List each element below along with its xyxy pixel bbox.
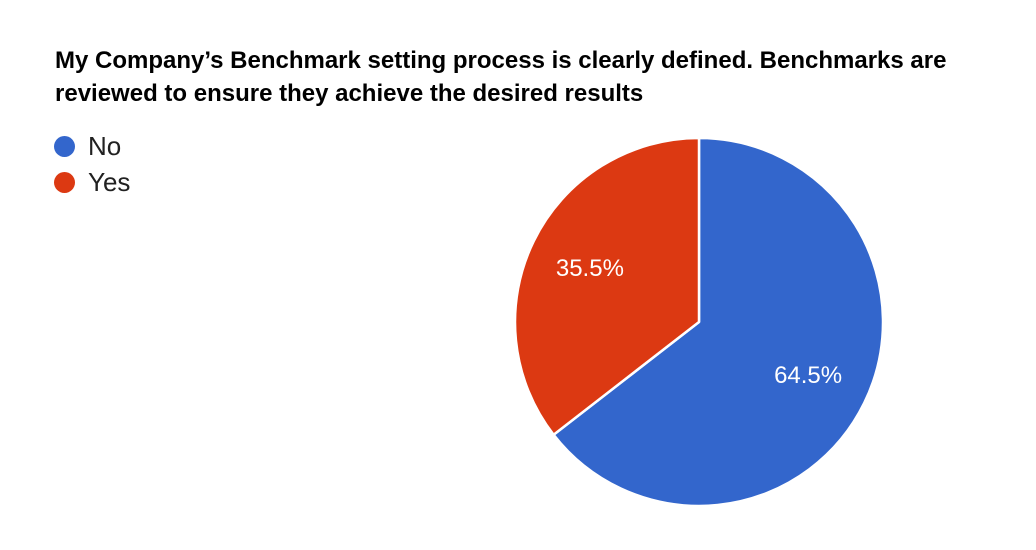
chart-title: My Company’s Benchmark setting process i… [55,47,947,107]
legend-item-yes: Yes [54,164,130,200]
legend-label: Yes [88,167,131,197]
slice-label-no: 64.5% [774,362,842,389]
legend-label: No [88,131,122,161]
pie-slice-no[interactable] [552,136,885,508]
slice-label-yes: 35.5% [556,255,624,282]
legend-swatch-yes [54,171,75,193]
pie-slice-yes[interactable] [513,136,701,437]
legend-swatch-no [54,135,75,157]
legend-item-no: No [54,128,130,164]
legend: No Yes [54,128,130,200]
pie-chart[interactable]: 64.5% 35.5% [499,122,899,522]
